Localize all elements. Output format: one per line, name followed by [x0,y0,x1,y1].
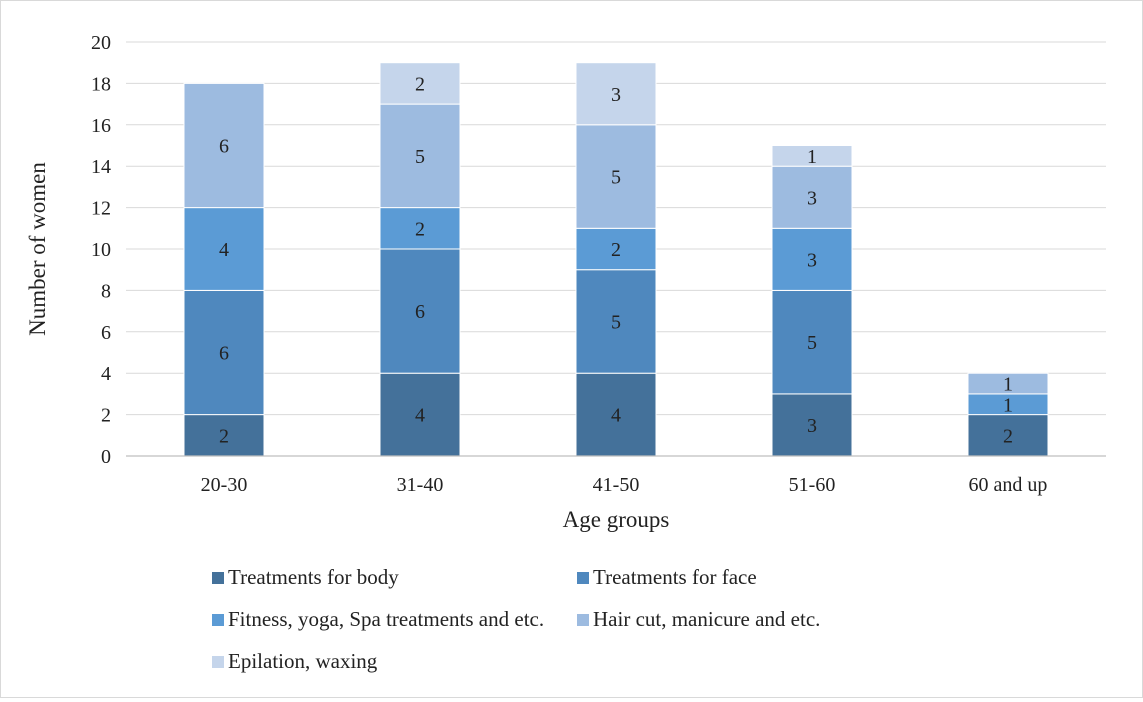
legend-label: Fitness, yoga, Spa treatments and etc. [228,607,545,631]
bar-segment [183,289,265,416]
legend-label: Epilation, waxing [228,649,378,673]
data-label: 3 [807,415,817,437]
bar-segment [183,82,265,209]
legend-swatch [212,571,224,584]
legend-swatch [577,571,589,584]
data-label: 3 [807,187,817,209]
legend-label: Treatments for body [228,565,399,589]
y-tick-label: 4 [101,363,111,385]
bar-segment [575,124,657,229]
legend-label: Hair cut, manicure and etc. [593,607,821,631]
bar-segment [183,207,265,291]
legend-swatch [212,613,224,626]
data-label: 4 [415,405,425,427]
bar-segment [575,62,657,126]
y-tick-label: 12 [91,198,111,220]
y-tick-label: 6 [101,322,111,344]
y-tick-label: 0 [101,446,111,468]
data-label: 2 [1003,425,1013,447]
data-label: 4 [611,405,621,427]
bar-segment [379,248,461,374]
legend-item: Treatments for face [577,565,757,590]
data-label: 3 [611,84,621,106]
y-tick-label: 2 [101,405,111,427]
data-label: 4 [219,239,229,261]
data-label: 6 [219,136,229,158]
bar-segment [771,289,853,395]
data-label: 5 [807,332,817,354]
bar-segment [575,372,657,457]
bar-segment [575,269,657,374]
x-tick-label: 20-30 [201,474,248,496]
legend-swatch [577,613,589,626]
bars [183,62,1049,457]
legend-swatch [212,655,224,668]
data-label: 1 [1003,394,1013,416]
legend-item: Treatments for body [212,565,399,590]
bar-segment [771,227,853,291]
data-label: 2 [219,425,229,447]
y-tick-label: 10 [91,239,111,261]
bar-segment [379,207,461,250]
data-label: 1 [1003,374,1013,396]
x-tick-label: 60 and up [969,474,1048,496]
y-tick-label: 18 [91,73,111,95]
x-axis-title: Age groups [563,507,670,532]
data-label: 1 [807,146,817,168]
bar-segment [967,372,1049,395]
bar-segment [379,62,461,105]
y-axis-title: Number of women [25,162,50,336]
bar-segment [379,372,461,457]
data-label: 2 [611,239,621,261]
x-tick-label: 41-50 [593,474,640,496]
legend-label: Treatments for face [593,565,757,589]
data-label: 5 [611,311,621,333]
y-tick-label: 8 [101,280,111,302]
bar-segment [379,103,461,209]
data-label: 5 [415,146,425,168]
x-tick-label: 31-40 [397,474,444,496]
legend-item: Fitness, yoga, Spa treatments and etc. [212,607,544,632]
y-tick-label: 20 [91,32,111,54]
legend-item: Hair cut, manicure and etc. [577,607,820,632]
y-tick-label: 14 [91,156,111,178]
bar-segment [575,227,657,271]
bar-segment [771,145,853,167]
y-tick-label: 16 [91,115,111,137]
data-label: 5 [611,167,621,189]
data-label: 3 [807,249,817,271]
legend-item: Epilation, waxing [212,649,377,674]
data-label: 6 [219,343,229,365]
data-label: 6 [415,301,425,323]
data-label: 2 [415,218,425,240]
x-tick-label: 51-60 [789,474,836,496]
data-label: 2 [415,73,425,95]
